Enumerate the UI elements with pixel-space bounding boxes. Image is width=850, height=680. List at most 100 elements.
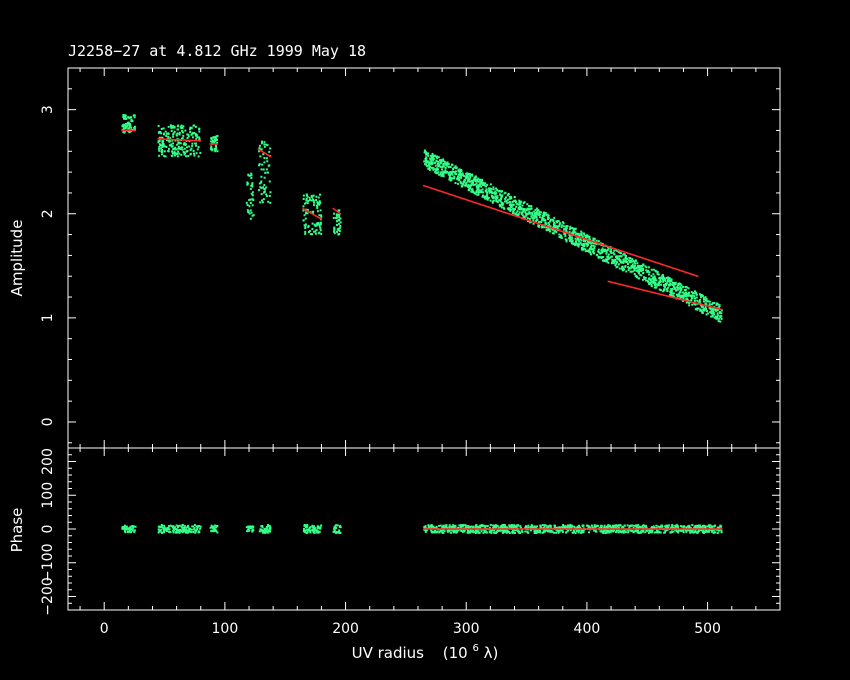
data-point (695, 524, 698, 527)
data-point (127, 530, 130, 533)
data-point (338, 219, 341, 222)
data-point (319, 223, 322, 226)
data-point (647, 277, 650, 280)
data-point (179, 142, 182, 145)
data-point (647, 266, 650, 269)
data-point (609, 525, 612, 528)
model-point (601, 243, 603, 246)
model-point (721, 528, 723, 530)
data-point (476, 188, 479, 191)
data-point (589, 245, 592, 248)
data-point (307, 200, 310, 203)
data-point (176, 155, 179, 158)
data-point (214, 148, 217, 151)
model-point (563, 231, 566, 234)
data-point (631, 263, 634, 266)
data-point (714, 309, 717, 312)
model-point (594, 528, 596, 530)
data-point (650, 530, 653, 533)
model-point (470, 528, 472, 530)
model-point (555, 228, 558, 231)
data-point (646, 270, 649, 273)
data-point (577, 238, 580, 241)
data-point (568, 228, 571, 231)
data-point (666, 527, 669, 530)
data-point (265, 529, 268, 532)
data-point (622, 531, 625, 534)
data-point (689, 526, 692, 529)
data-point (547, 218, 550, 221)
data-point (675, 530, 678, 533)
data-point (195, 137, 198, 140)
model-point (665, 265, 668, 267)
data-point (578, 234, 581, 237)
model-point (545, 225, 548, 228)
model-point (668, 295, 671, 298)
data-point (302, 194, 305, 197)
data-point (613, 524, 616, 527)
data-point (308, 230, 311, 233)
data-point (513, 528, 516, 531)
model-point (573, 234, 575, 237)
data-point (663, 288, 666, 291)
data-point (546, 530, 549, 533)
data-point (537, 221, 540, 224)
model-point (437, 189, 439, 192)
data-point (528, 207, 531, 210)
data-point (561, 529, 564, 532)
model-point (657, 528, 660, 530)
data-point (163, 150, 166, 153)
data-point (457, 178, 460, 181)
data-point (679, 291, 682, 294)
data-point (489, 523, 492, 526)
model-point (199, 140, 202, 142)
data-point (697, 300, 700, 303)
model-point (516, 528, 519, 530)
data-point (593, 525, 596, 528)
data-point (501, 524, 504, 527)
model-point (603, 244, 605, 247)
data-point (171, 150, 174, 153)
model-point (523, 218, 526, 220)
data-point (477, 180, 480, 183)
model-point (619, 283, 622, 286)
data-point (549, 530, 552, 533)
data-point (474, 179, 477, 182)
data-point (305, 194, 308, 197)
data-point (512, 209, 515, 212)
data-point (439, 173, 442, 176)
model-point (686, 528, 689, 530)
model-point (491, 528, 493, 530)
data-point (532, 219, 535, 222)
data-point (197, 155, 200, 158)
data-point (621, 265, 624, 268)
data-point (549, 220, 552, 223)
model-point (333, 208, 336, 211)
data-point (693, 295, 696, 298)
data-point (605, 252, 608, 255)
data-point (610, 250, 613, 253)
data-point (318, 214, 321, 217)
model-point (552, 528, 555, 530)
data-point (586, 249, 589, 252)
data-point (535, 532, 538, 535)
data-point (640, 274, 643, 277)
data-point (569, 238, 572, 241)
data-point (524, 211, 527, 214)
model-point (473, 528, 475, 530)
model-point (700, 528, 703, 530)
data-point (653, 283, 656, 286)
data-point (186, 133, 189, 136)
data-point (490, 194, 493, 197)
data-point (251, 191, 254, 194)
data-point (162, 145, 165, 148)
data-point (445, 526, 448, 529)
data-point (637, 530, 640, 533)
data-point (211, 148, 214, 151)
data-point (339, 224, 342, 227)
data-point (439, 524, 442, 527)
model-point (681, 299, 684, 301)
amplitude-data-points (121, 114, 723, 323)
data-point (427, 526, 430, 529)
data-point (653, 279, 656, 282)
